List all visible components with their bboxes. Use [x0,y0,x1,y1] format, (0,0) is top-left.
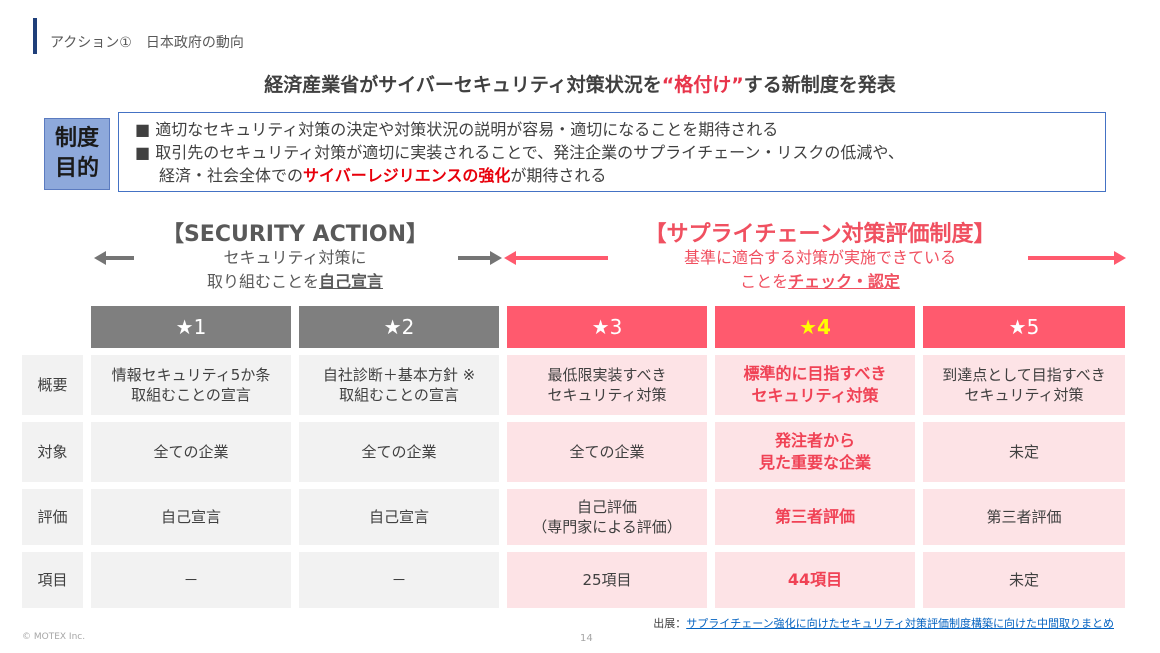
table-cell: 全ての企業 [507,422,707,482]
purpose-line2a: ■ 取引先のセキュリティ対策が適切に実装されることで、発注企業のサプライチェーン… [135,143,904,162]
arrow-left-pink-icon [504,251,608,265]
table-cell: 第三者評価 [923,489,1125,545]
purpose-badge: 制度 目的 [44,118,110,190]
purpose-badge-line2: 目的 [54,156,99,181]
security-action-sub-line2: 取り組むことを自己宣言 [150,270,440,294]
cell-line: セキュリティ対策 [964,386,1084,404]
arrow-right-pink-icon [1028,251,1126,265]
security-action-sub-line1: セキュリティ対策に [223,248,367,267]
cell-line: 情報セキュリティ5か条 [111,366,271,384]
cell-line: 第三者評価 [986,508,1062,526]
table-cell: 発注者から見た重要な企業 [715,422,915,482]
cell-line: 全ての企業 [153,443,229,461]
cell-line: セキュリティ対策 [547,386,667,404]
cell-line: 44項目 [787,570,843,589]
supply-chain-title: 【サプライチェーン対策評価制度】 [644,222,996,247]
cell-line: 自己宣言 [160,508,221,526]
table-cell: 25項目 [507,552,707,608]
table-cell: 自社診断＋基本方針 ※ 取組むことの宣言 [299,355,499,415]
cell-line: 第三者評価 [774,507,855,526]
cell-line: 自社診断＋基本方針 ※ [322,366,476,384]
cell-line: 全ての企業 [569,443,645,461]
cell-line: － [391,571,407,589]
table-cell: 自己評価 （専門家による評価） [507,489,707,545]
cell-line: 自己宣言 [368,508,429,526]
cell-line: 取組むことの宣言 [131,386,251,404]
supply-chain-sub-line2-pre: ことを [740,272,789,291]
arrow-right-gray-icon [458,251,502,265]
supply-chain-sub-line2-ul: チェック・認定 [788,272,900,291]
cell-line: 未定 [1008,571,1039,589]
security-action-subtitle: セキュリティ対策に 取り組むことを自己宣言 [150,246,440,294]
supply-chain-sub-line1: 基準に適合する対策が実施できている [683,248,956,267]
purpose-line2b-pre: 経済・社会全体での [159,166,304,185]
cell-line: － [183,571,199,589]
security-action-title: 【SECURITY ACTION】 [161,222,429,247]
row-label-items: 項目 [22,552,83,608]
cell-line: 全ての企業 [361,443,437,461]
cell-line: 到達点として目指すべき [942,366,1106,384]
table-cell: 第三者評価 [715,489,915,545]
purpose-line1: ■ 適切なセキュリティ対策の決定や対策状況の説明が容易・適切になることを期待され… [135,120,779,139]
copyright: © MOTEX Inc. [22,632,86,642]
section-accent-bar [33,18,37,54]
star-header-3: ★3 [507,306,707,348]
source-link[interactable]: サプライチェーン強化に向けたセキュリティ対策評価制度構築に向けた中間取りまとめ [686,617,1114,630]
table-cell: 44項目 [715,552,915,608]
supply-chain-subtitle: 基準に適合する対策が実施できている ことをチェック・認定 [600,246,1040,294]
headline-post: する新制度を発表 [743,74,896,96]
page-number: 14 [580,633,593,644]
star-header-2: ★2 [299,306,499,348]
headline: 経済産業省がサイバーセキュリティ対策状況を“格付け”する新制度を発表 [0,70,1160,97]
purpose-line2b-post: が期待される [510,166,607,185]
table-cell: － [91,552,291,608]
cell-line: セキュリティ対策 [751,386,879,405]
cell-line: 未定 [1008,443,1039,461]
cell-line: 取組むことの宣言 [339,386,459,404]
cell-line: 標準的に目指すべき [743,364,887,383]
arrow-left-gray-icon [94,251,134,265]
table-cell: 到達点として目指すべき セキュリティ対策 [923,355,1125,415]
purpose-line2b-red: サイバーレジリエンスの強化 [303,166,511,185]
purpose-badge-line1: 制度 [54,126,99,151]
table-cell: 未定 [923,422,1125,482]
table-cell: 全ての企業 [299,422,499,482]
table-cell: 自己宣言 [299,489,499,545]
cell-line: 見た重要な企業 [758,453,871,472]
table-cell: 自己宣言 [91,489,291,545]
cell-line: 25項目 [582,571,632,589]
headline-highlight: “格付け” [661,74,744,96]
star-header-1: ★1 [91,306,291,348]
star-header-4: ★4 [715,306,915,348]
security-action-sub-line2-ul: 自己宣言 [319,272,384,291]
section-title: アクション① 日本政府の動向 [50,35,244,51]
row-label-overview: 概要 [22,355,83,415]
table-cell: 標準的に目指すべき セキュリティ対策 [715,355,915,415]
source-note: 出展：サプライチェーン強化に向けたセキュリティ対策評価制度構築に向けた中間取りま… [600,615,1114,631]
supply-chain-sub-line2: ことをチェック・認定 [600,270,1040,294]
cell-line: （専門家による評価） [532,518,682,536]
row-label-target: 対象 [22,422,83,482]
table-cell: － [299,552,499,608]
cell-line: 自己評価 [576,498,637,516]
cell-line: 発注者から [774,431,855,450]
table-cell: 最低限実装すべき セキュリティ対策 [507,355,707,415]
purpose-box: ■ 適切なセキュリティ対策の決定や対策状況の説明が容易・適切になることを期待され… [118,112,1106,192]
source-label: 出展： [653,617,687,630]
cell-line: 最低限実装すべき [547,366,667,384]
star-header-5: ★5 [923,306,1125,348]
table-cell: 情報セキュリティ5か条 取組むことの宣言 [91,355,291,415]
row-label-evaluation: 評価 [22,489,83,545]
table-cell: 未定 [923,552,1125,608]
table-cell: 全ての企業 [91,422,291,482]
security-action-sub-line2-pre: 取り組むことを [206,272,319,291]
headline-pre: 経済産業省がサイバーセキュリティ対策状況を [264,74,662,96]
purpose-line2b: 経済・社会全体でのサイバーレジリエンスの強化が期待される [135,164,1105,187]
